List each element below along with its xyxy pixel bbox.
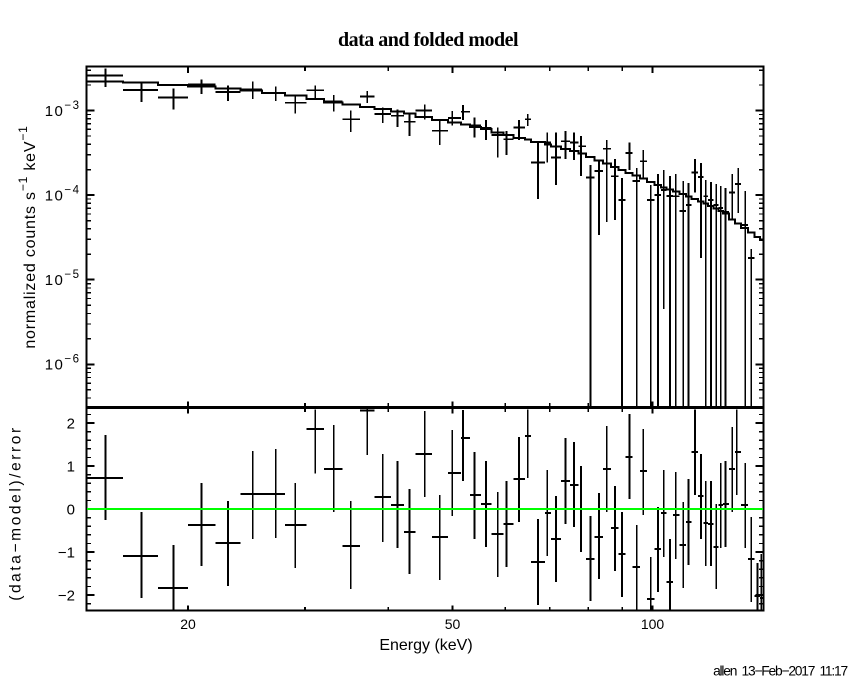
svg-text:1: 1 xyxy=(67,459,75,476)
svg-text:−1: −1 xyxy=(58,545,75,562)
svg-text:data and folded model: data and folded model xyxy=(338,29,519,51)
svg-text:50: 50 xyxy=(445,616,461,632)
svg-text:Energy (keV): Energy (keV) xyxy=(379,637,472,654)
svg-text:0: 0 xyxy=(67,502,75,519)
svg-text:20: 20 xyxy=(180,616,196,632)
svg-text:−2: −2 xyxy=(58,588,75,605)
svg-text:allen 13−Feb−2017 11:17: allen 13−Feb−2017 11:17 xyxy=(713,664,847,679)
svg-text:100: 100 xyxy=(641,616,665,632)
svg-text:(data−model)/error: (data−model)/error xyxy=(8,425,25,601)
svg-text:2: 2 xyxy=(67,416,75,433)
